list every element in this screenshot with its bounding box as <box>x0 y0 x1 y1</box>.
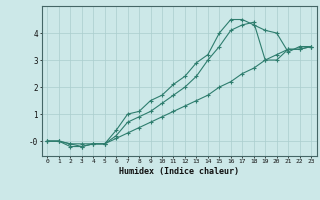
X-axis label: Humidex (Indice chaleur): Humidex (Indice chaleur) <box>119 167 239 176</box>
